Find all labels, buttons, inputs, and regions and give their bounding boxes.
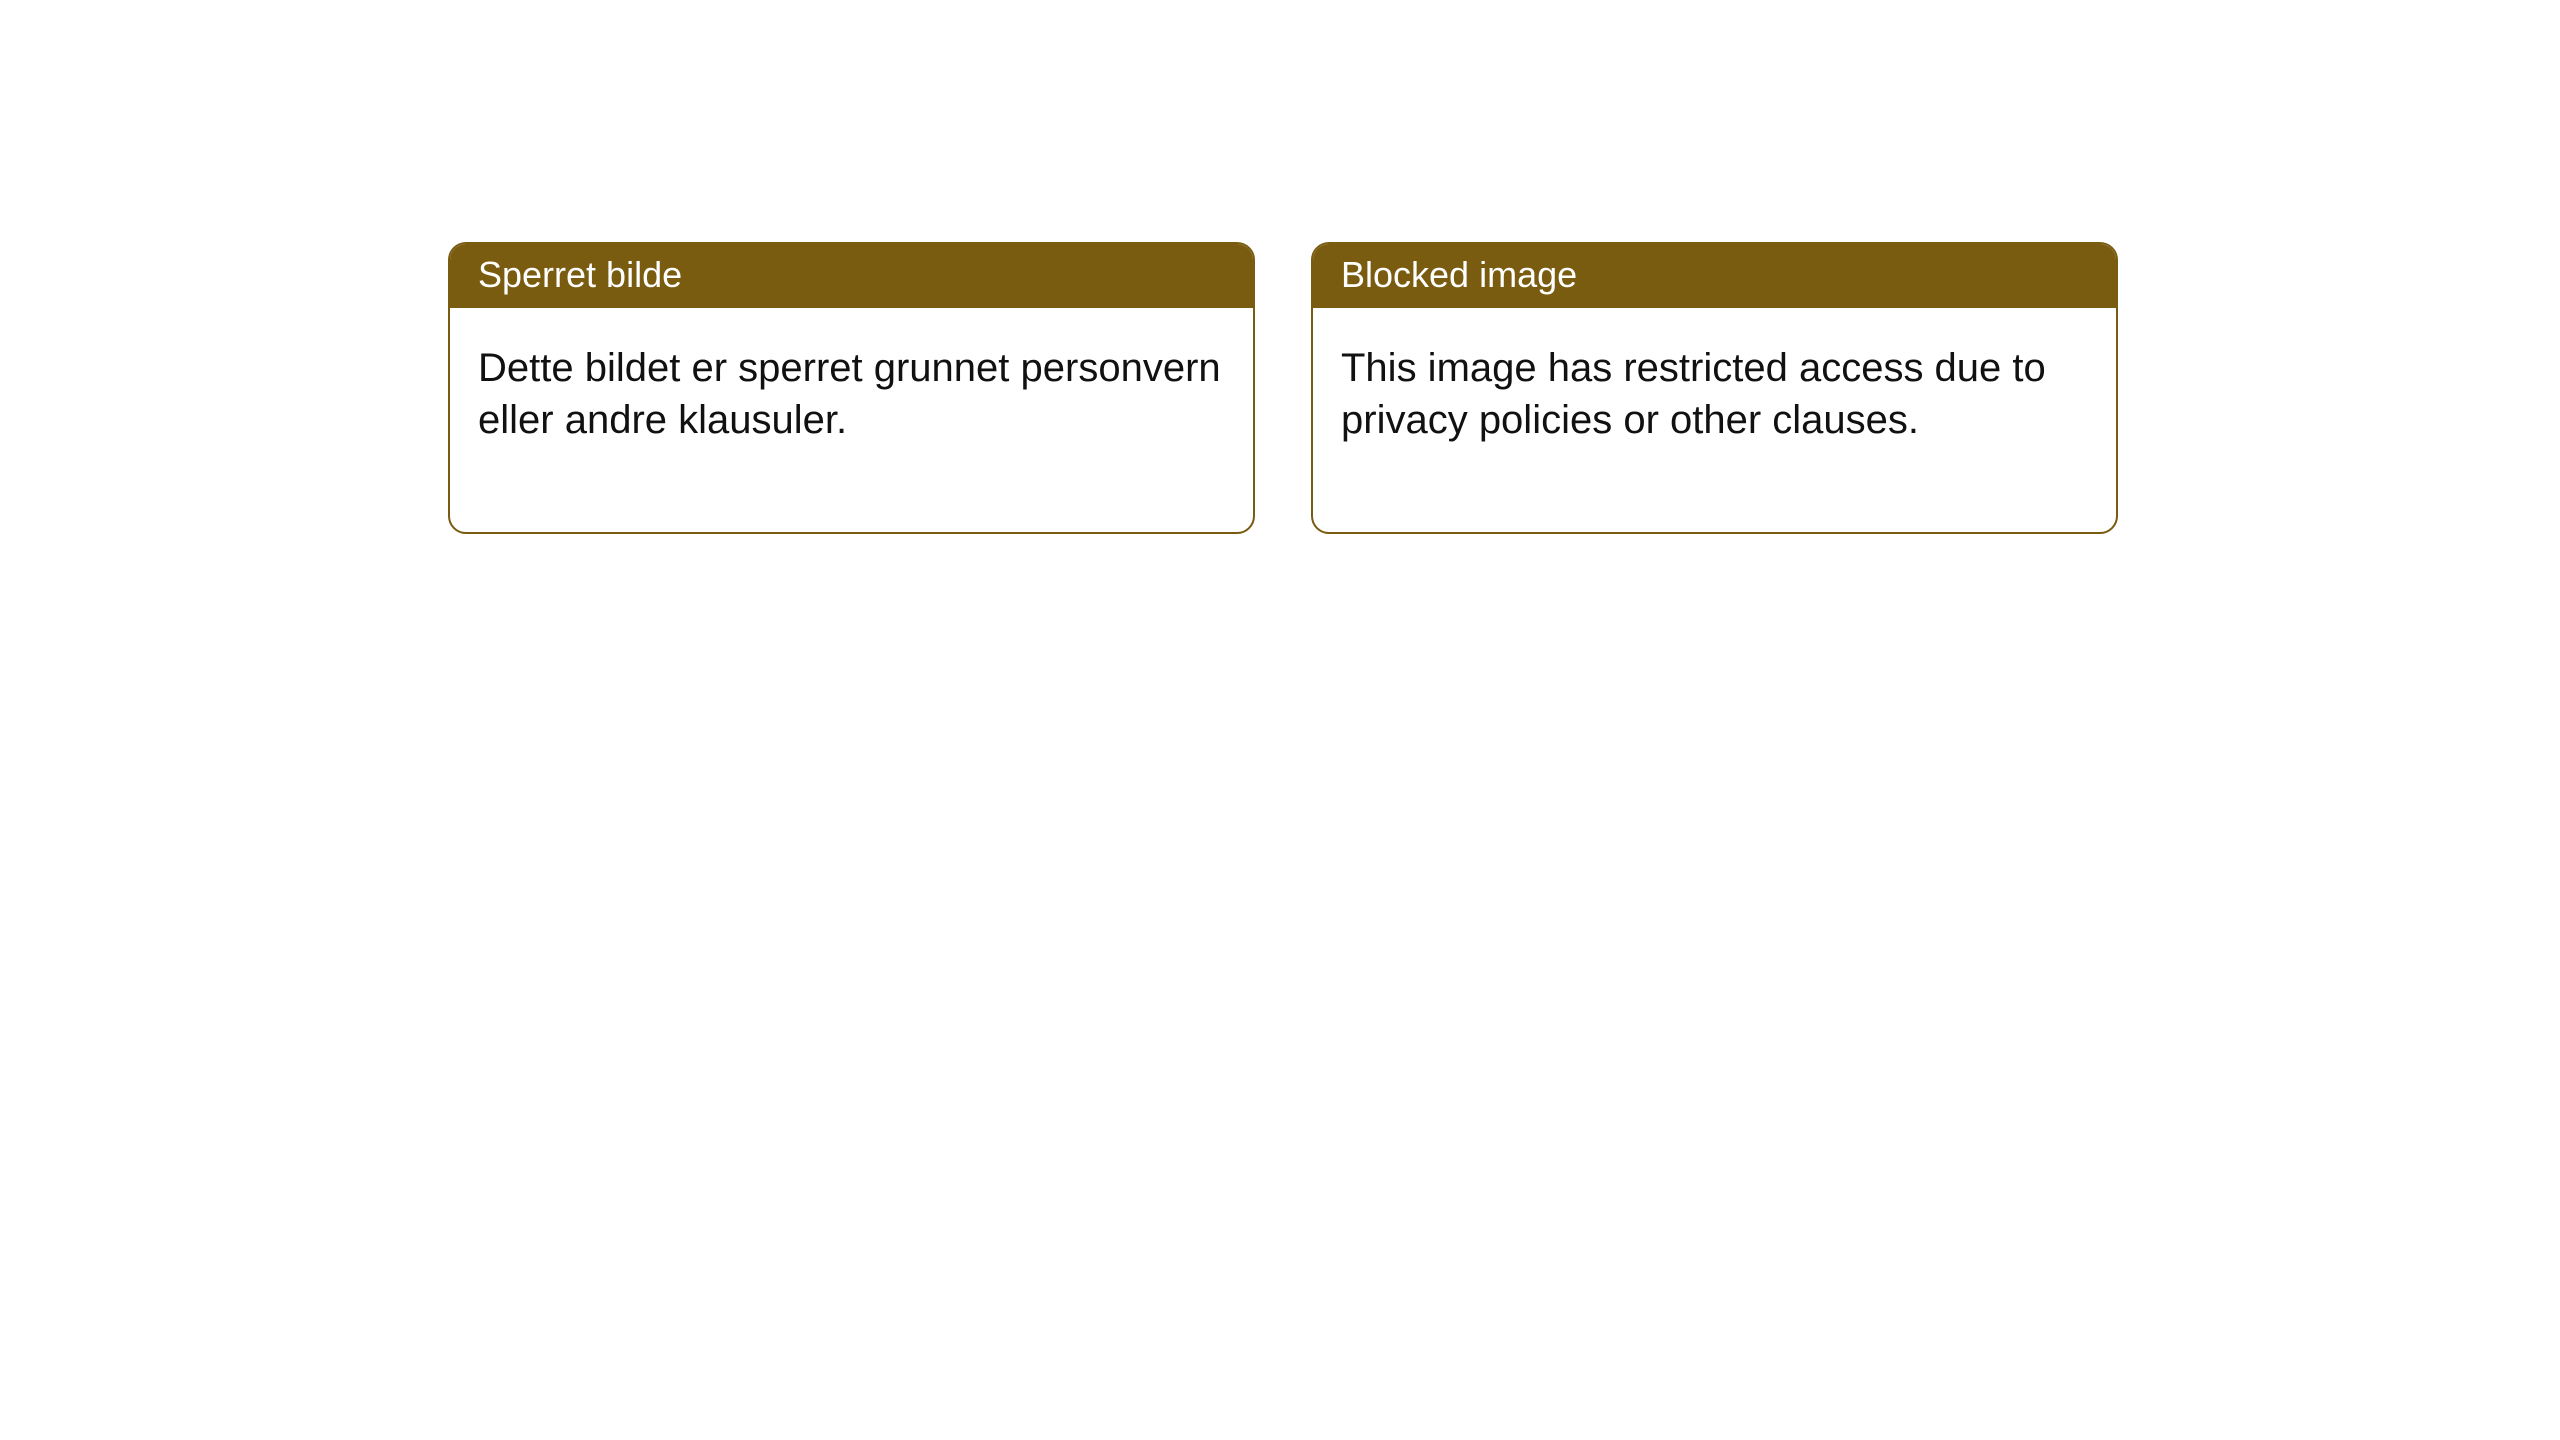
notice-title: Blocked image	[1313, 244, 2116, 308]
notice-card-english: Blocked image This image has restricted …	[1311, 242, 2118, 534]
notice-container: Sperret bilde Dette bildet er sperret gr…	[448, 242, 2118, 534]
notice-title: Sperret bilde	[450, 244, 1253, 308]
notice-card-norwegian: Sperret bilde Dette bildet er sperret gr…	[448, 242, 1255, 534]
notice-body: This image has restricted access due to …	[1313, 308, 2116, 532]
notice-body: Dette bildet er sperret grunnet personve…	[450, 308, 1253, 532]
